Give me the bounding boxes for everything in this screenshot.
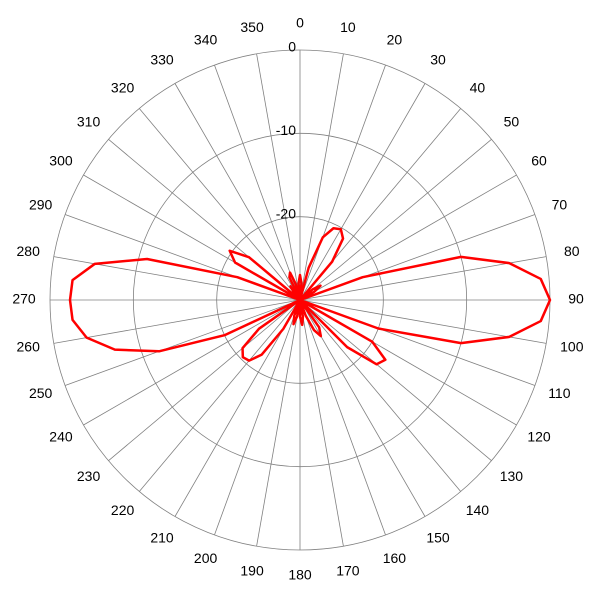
radial-grid-line xyxy=(108,299,301,462)
angle-tick-label: 20 xyxy=(387,31,403,47)
pattern-line xyxy=(68,227,552,366)
angle-tick-label: 30 xyxy=(430,52,446,68)
angle-tick-label: 250 xyxy=(29,385,53,401)
radial-grid-line xyxy=(299,299,344,547)
radial-grid-line xyxy=(299,138,492,301)
angle-tick-label: 230 xyxy=(77,468,101,484)
ring-grid-line xyxy=(216,216,384,384)
radial-grid-line xyxy=(214,64,301,301)
radial-grid-line xyxy=(174,299,301,517)
angle-tick-label: 260 xyxy=(17,339,41,355)
angle-tick-label: 120 xyxy=(527,429,551,445)
radial-grid-line xyxy=(53,299,301,344)
angle-tick-label: 180 xyxy=(288,567,312,583)
angle-tick-label: 0 xyxy=(296,15,304,31)
radial-grid-line xyxy=(138,108,301,301)
angle-tick-label: 210 xyxy=(150,530,174,546)
angle-tick-label: 80 xyxy=(564,243,580,259)
angle-tick-label: 10 xyxy=(340,19,356,35)
angle-tick-label: 130 xyxy=(500,468,524,484)
angle-tick-label: 40 xyxy=(470,79,486,95)
radial-grid-line xyxy=(299,299,492,462)
radial-tick-label: 0 xyxy=(288,39,296,55)
angle-tick-label: 100 xyxy=(560,339,584,355)
radial-grid-line xyxy=(83,299,301,426)
angle-tick-label: 330 xyxy=(150,52,174,68)
radial-grid-line xyxy=(299,53,344,301)
angle-tick-label: 240 xyxy=(49,429,73,445)
angle-tick-label: 190 xyxy=(240,563,264,579)
radial-grid-line xyxy=(174,83,301,301)
radial-grid-line xyxy=(299,299,386,536)
angle-tick-label: 220 xyxy=(111,502,135,518)
radial-grid-line xyxy=(256,53,301,301)
ring-grid-line xyxy=(132,132,468,468)
radial-grid-line xyxy=(256,299,301,547)
angle-tick-label: 50 xyxy=(504,113,520,129)
angle-tick-label: 310 xyxy=(77,113,101,129)
angle-tick-label: 300 xyxy=(49,153,73,169)
radial-tick-label: -10 xyxy=(276,122,296,138)
angle-tick-label: 160 xyxy=(383,550,407,566)
radial-grid-line xyxy=(299,299,462,492)
angle-tick-label: 350 xyxy=(240,19,264,35)
radial-grid-line xyxy=(299,174,517,301)
radial-grid-line xyxy=(299,64,386,301)
radial-grid-line xyxy=(299,83,426,301)
radial-tick-label: -20 xyxy=(276,205,296,221)
angle-tick-label: 170 xyxy=(336,563,360,579)
angle-tick-label: 150 xyxy=(426,530,450,546)
angle-tick-label: 90 xyxy=(568,291,584,307)
angle-tick-label: 200 xyxy=(194,550,218,566)
angle-tick-label: 140 xyxy=(466,502,490,518)
angle-tick-label: 110 xyxy=(548,385,571,401)
radial-grid-line xyxy=(138,299,301,492)
angle-tick-label: 290 xyxy=(29,196,53,212)
angle-tick-label: 320 xyxy=(111,79,135,95)
angle-tick-label: 70 xyxy=(552,196,568,212)
angle-tick-label: 280 xyxy=(17,243,41,259)
angle-tick-label: 270 xyxy=(12,291,36,307)
radial-grid-line xyxy=(214,299,301,536)
angle-tick-label: 60 xyxy=(531,153,547,169)
radial-grid-line xyxy=(64,299,301,386)
angle-tick-label: 340 xyxy=(194,31,218,47)
